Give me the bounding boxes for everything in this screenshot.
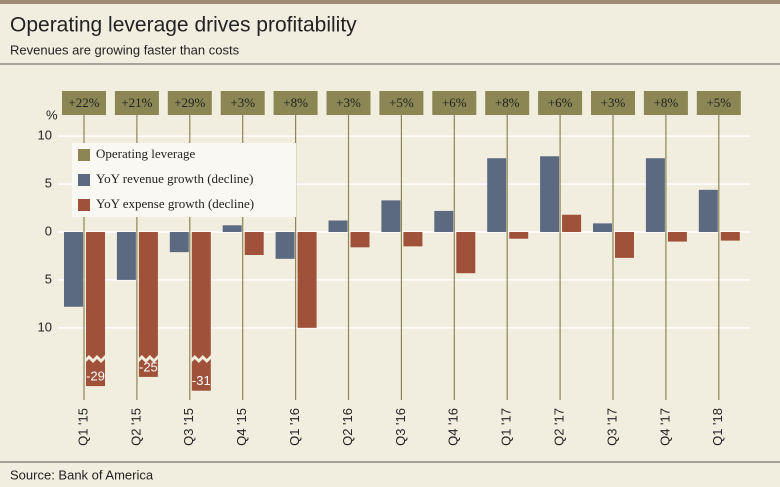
x-tick-label: Q2 '17 bbox=[552, 408, 567, 446]
axis-break bbox=[190, 355, 213, 363]
leverage-box bbox=[220, 91, 265, 115]
x-tick-label: Q3 '16 bbox=[393, 408, 408, 446]
legend bbox=[72, 143, 296, 217]
bar bbox=[509, 232, 529, 239]
bar bbox=[434, 210, 454, 232]
leverage-label: +5% bbox=[706, 95, 731, 110]
chart-title: Operating leverage drives profitability bbox=[10, 14, 357, 37]
leverage-box bbox=[326, 91, 371, 115]
x-tick-label: Q2 '15 bbox=[128, 408, 143, 446]
bar bbox=[593, 223, 612, 232]
x-tick-label: Q1 '18 bbox=[710, 408, 725, 446]
bar bbox=[562, 214, 582, 232]
bar bbox=[645, 158, 665, 232]
top-rule bbox=[0, 0, 780, 4]
leverage-box bbox=[591, 91, 635, 115]
leverage-box bbox=[643, 91, 688, 115]
source: Source: Bank of America bbox=[10, 467, 154, 482]
x-tick-label: Q1 '16 bbox=[287, 408, 302, 446]
leverage-label: +5% bbox=[389, 95, 414, 110]
bar bbox=[86, 232, 105, 387]
y-tick-label: 10 bbox=[38, 128, 52, 143]
x-tick-label: Q3 '17 bbox=[604, 408, 619, 446]
legend-swatch bbox=[78, 199, 90, 211]
bar bbox=[191, 232, 211, 391]
axis-break bbox=[137, 355, 160, 363]
legend-swatch bbox=[78, 174, 90, 186]
bar bbox=[350, 232, 370, 248]
x-tick-label: Q2 '16 bbox=[340, 408, 355, 446]
x-tick-label: Q1 '17 bbox=[499, 408, 514, 446]
leverage-box bbox=[485, 91, 530, 115]
bar bbox=[720, 232, 740, 241]
bar bbox=[487, 158, 507, 232]
bar bbox=[297, 232, 317, 328]
bar bbox=[244, 232, 264, 255]
leverage-box bbox=[273, 91, 318, 115]
leverage-label: +8% bbox=[495, 95, 520, 110]
legend-label: YoY revenue growth (decline) bbox=[96, 171, 253, 186]
bar bbox=[138, 232, 158, 377]
bar bbox=[667, 232, 687, 242]
y-tick-label: 5 bbox=[45, 176, 52, 191]
bar bbox=[456, 232, 476, 274]
bar bbox=[540, 156, 560, 232]
bar bbox=[698, 189, 718, 232]
x-tick-label: Q4 '17 bbox=[657, 408, 672, 446]
leverage-label: +3% bbox=[336, 95, 361, 110]
bar bbox=[328, 220, 348, 232]
bar bbox=[615, 232, 634, 258]
legend-label: YoY expense growth (decline) bbox=[96, 196, 254, 211]
leverage-box bbox=[62, 91, 106, 115]
bar bbox=[64, 232, 83, 307]
bar bbox=[381, 200, 401, 232]
y-axis-label: % bbox=[46, 107, 58, 122]
leverage-box bbox=[167, 91, 212, 115]
leverage-box bbox=[114, 91, 159, 115]
x-tick-label: Q1 '15 bbox=[75, 408, 90, 446]
x-tick-label: Q3 '15 bbox=[181, 408, 196, 446]
leverage-label: +3% bbox=[230, 95, 255, 110]
leverage-label: +22% bbox=[68, 95, 99, 110]
y-tick-label: 10 bbox=[38, 319, 52, 334]
leverage-label: +6% bbox=[442, 95, 467, 110]
leverage-label: +3% bbox=[601, 95, 626, 110]
x-tick-label: Q4 '15 bbox=[234, 408, 249, 446]
axis-break bbox=[85, 355, 107, 363]
leverage-box bbox=[432, 91, 477, 115]
bar bbox=[275, 232, 295, 259]
leverage-box bbox=[538, 91, 583, 115]
legend-label: Operating leverage bbox=[96, 146, 195, 161]
leverage-label: +21% bbox=[121, 95, 152, 110]
leverage-label: +8% bbox=[654, 95, 679, 110]
y-tick-label: 0 bbox=[45, 223, 52, 238]
chart-subtitle: Revenues are growing faster than costs bbox=[10, 42, 240, 57]
value-label: -29 bbox=[86, 369, 105, 384]
leverage-box bbox=[379, 91, 424, 115]
leverage-box bbox=[696, 91, 741, 115]
bar bbox=[169, 232, 189, 253]
bar bbox=[116, 232, 136, 280]
leverage-label: +29% bbox=[174, 95, 205, 110]
x-tick-label: Q4 '16 bbox=[446, 408, 461, 446]
leverage-label: +6% bbox=[548, 95, 573, 110]
bar bbox=[222, 225, 242, 232]
leverage-label: +8% bbox=[283, 95, 308, 110]
bar bbox=[403, 232, 423, 247]
value-label: -25 bbox=[139, 359, 158, 374]
value-label: -31 bbox=[192, 373, 211, 388]
legend-swatch bbox=[78, 149, 90, 161]
y-tick-label: 5 bbox=[45, 271, 52, 286]
